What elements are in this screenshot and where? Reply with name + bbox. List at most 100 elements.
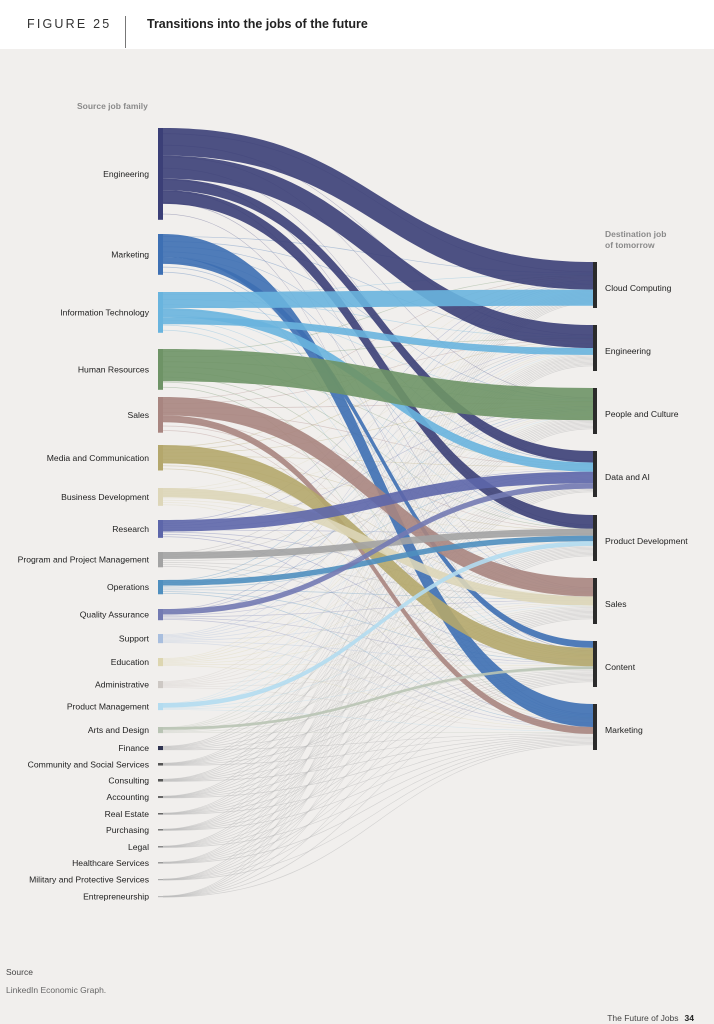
- minor-flow-research-to-people-and-culture: [163, 406, 593, 526]
- minor-flow-information-technology-to-marketing: [163, 329, 593, 717]
- minor-flow-quality-assurance-to-sales: [163, 599, 593, 618]
- minor-flow-research-to-content: [163, 534, 593, 660]
- source-bar-operations: [158, 580, 163, 595]
- source-bar-product-management: [158, 703, 163, 711]
- source-bar-real-estate: [158, 813, 163, 815]
- minor-flow-operations-to-sales: [163, 589, 593, 600]
- destination-bar-marketing: [593, 704, 597, 750]
- minor-flow-product-management-to-marketing: [163, 709, 593, 732]
- minor-flow-business-development-to-engineering: [163, 341, 593, 492]
- source-bar-human-resources: [158, 349, 163, 390]
- footer-publication: The Future of Jobs: [607, 1013, 679, 1023]
- figure-title: Transitions into the jobs of the future: [147, 17, 368, 31]
- destination-label-data-and-ai: Data and AI: [605, 472, 650, 482]
- minor-flow-community-and-social-services-to-people-and-culture: [163, 418, 593, 765]
- minor-flow-operations-to-marketing: [163, 593, 593, 726]
- minor-flow-program-and-project-management-to-sales: [163, 562, 593, 599]
- flow-engineering-to-data-and-ai: [163, 178, 593, 463]
- source-note-label: Source: [6, 967, 33, 977]
- destination-bar-people-and-culture: [593, 388, 597, 434]
- minor-flow-military-and-protective-services-to-people-and-culture: [163, 427, 593, 880]
- minor-flow-consulting-to-cloud-computing: [163, 293, 593, 780]
- minor-flow-operations-to-data-and-ai: [163, 471, 593, 587]
- destination-label-marketing: Marketing: [605, 725, 643, 735]
- source-label-military-and-protective-services: Military and Protective Services: [29, 875, 149, 885]
- source-label-consulting: Consulting: [108, 775, 149, 785]
- minor-flow-healthcare-services-to-sales: [163, 616, 593, 864]
- minor-flow-purchasing-to-content: [163, 676, 593, 831]
- minor-flow-media-and-communication-to-data-and-ai: [163, 455, 593, 468]
- minor-flow-consulting-to-product-development: [163, 546, 593, 781]
- minor-flow-finance-to-content: [163, 670, 593, 750]
- source-label-engineering: Engineering: [103, 169, 149, 179]
- minor-flow-research-to-marketing: [163, 536, 593, 723]
- minor-flow-purchasing-to-marketing: [163, 739, 593, 831]
- flow-sales-to-marketing: [163, 415, 593, 734]
- minor-flow-purchasing-to-sales: [163, 613, 593, 831]
- source-bar-media-and-communication: [158, 445, 163, 471]
- minor-flow-media-and-communication-to-people-and-culture: [163, 403, 593, 454]
- destination-heading-line2: of tomorrow: [605, 240, 655, 250]
- minor-flow-arts-and-design-to-cloud-computing: [163, 290, 593, 728]
- minor-flow-support-to-content: [163, 641, 593, 665]
- source-bar-support: [158, 634, 163, 644]
- destination-label-content: Content: [605, 662, 636, 672]
- source-bar-business-development: [158, 488, 163, 506]
- minor-flow-real-estate-to-data-and-ai: [163, 485, 593, 815]
- minor-flow-entrepreneurship-to-data-and-ai: [163, 491, 593, 897]
- minor-flow-information-technology-to-cloud-computing: [163, 273, 593, 295]
- minor-flow-military-and-protective-services-to-marketing: [163, 743, 593, 881]
- flow-media-and-communication-to-content: [163, 445, 593, 667]
- minor-flow-human-resources-to-engineering: [163, 338, 593, 357]
- source-label-support: Support: [119, 634, 150, 644]
- minor-flow-information-technology-to-product-development: [163, 314, 593, 528]
- destination-label-sales: Sales: [605, 599, 627, 609]
- minor-flow-administrative-to-engineering: [163, 350, 593, 683]
- source-label-purchasing: Purchasing: [106, 825, 149, 835]
- minor-flow-support-to-cloud-computing: [163, 285, 593, 635]
- flow-quality-assurance-to-data-and-ai: [163, 483, 593, 615]
- minor-flow-marketing-to-sales: [163, 261, 593, 590]
- minor-flow-healthcare-services-to-engineering: [163, 363, 593, 863]
- source-label-entrepreneurship: Entrepreneurship: [83, 892, 149, 902]
- minor-flow-arts-and-design-to-sales: [163, 606, 593, 732]
- source-bar-purchasing: [158, 829, 163, 831]
- figure-label: FIGURE 25: [27, 17, 112, 31]
- source-note-text: LinkedIn Economic Graph.: [6, 985, 107, 995]
- destination-label-cloud-computing: Cloud Computing: [605, 283, 672, 293]
- destination-label-product-development: Product Development: [605, 536, 688, 546]
- flow-product-management-to-product-development: [163, 541, 593, 708]
- minor-flow-military-and-protective-services-to-content: [163, 680, 593, 881]
- source-label-human-resources: Human Resources: [78, 364, 149, 374]
- source-label-operations: Operations: [107, 582, 149, 592]
- minor-flow-administrative-to-content: [163, 666, 593, 688]
- source-bar-education: [158, 658, 163, 667]
- source-bar-entrepreneurship: [158, 896, 163, 898]
- header-divider: [125, 16, 126, 48]
- minor-flow-accounting-to-data-and-ai: [163, 484, 593, 798]
- minor-flow-marketing-to-content: [163, 266, 593, 653]
- flow-marketing-to-marketing: [163, 234, 593, 727]
- destination-label-engineering: Engineering: [605, 346, 651, 356]
- minor-flow-healthcare-services-to-product-development: [163, 553, 593, 864]
- minor-flow-engineering-to-people-and-culture: [163, 156, 593, 399]
- source-bar-accounting: [158, 796, 163, 799]
- flow-research-to-data-and-ai: [163, 471, 593, 532]
- page-number: 34: [684, 1013, 694, 1023]
- source-label-healthcare-services: Healthcare Services: [72, 858, 149, 868]
- minor-flow-accounting-to-product-development: [163, 548, 593, 798]
- minor-flow-product-management-to-data-and-ai: [163, 477, 593, 707]
- source-label-program-and-project-management: Program and Project Management: [18, 555, 150, 565]
- minor-flow-military-and-protective-services-to-engineering: [163, 364, 593, 880]
- minor-flow-human-resources-to-content: [163, 381, 593, 655]
- minor-flow-research-to-engineering: [163, 343, 593, 524]
- minor-flow-education-to-sales: [163, 602, 593, 664]
- minor-flow-sales-to-data-and-ai: [163, 412, 593, 467]
- minor-flow-operations-to-cloud-computing: [163, 282, 593, 582]
- minor-flow-research-to-product-development: [163, 529, 593, 534]
- minor-flow-legal-to-sales: [163, 614, 593, 848]
- minor-flow-military-and-protective-services-to-cloud-computing: [163, 301, 593, 880]
- minor-flow-product-management-to-content: [163, 667, 593, 710]
- minor-flow-program-and-project-management-to-marketing: [163, 565, 593, 725]
- minor-flow-quality-assurance-to-cloud-computing: [163, 283, 593, 611]
